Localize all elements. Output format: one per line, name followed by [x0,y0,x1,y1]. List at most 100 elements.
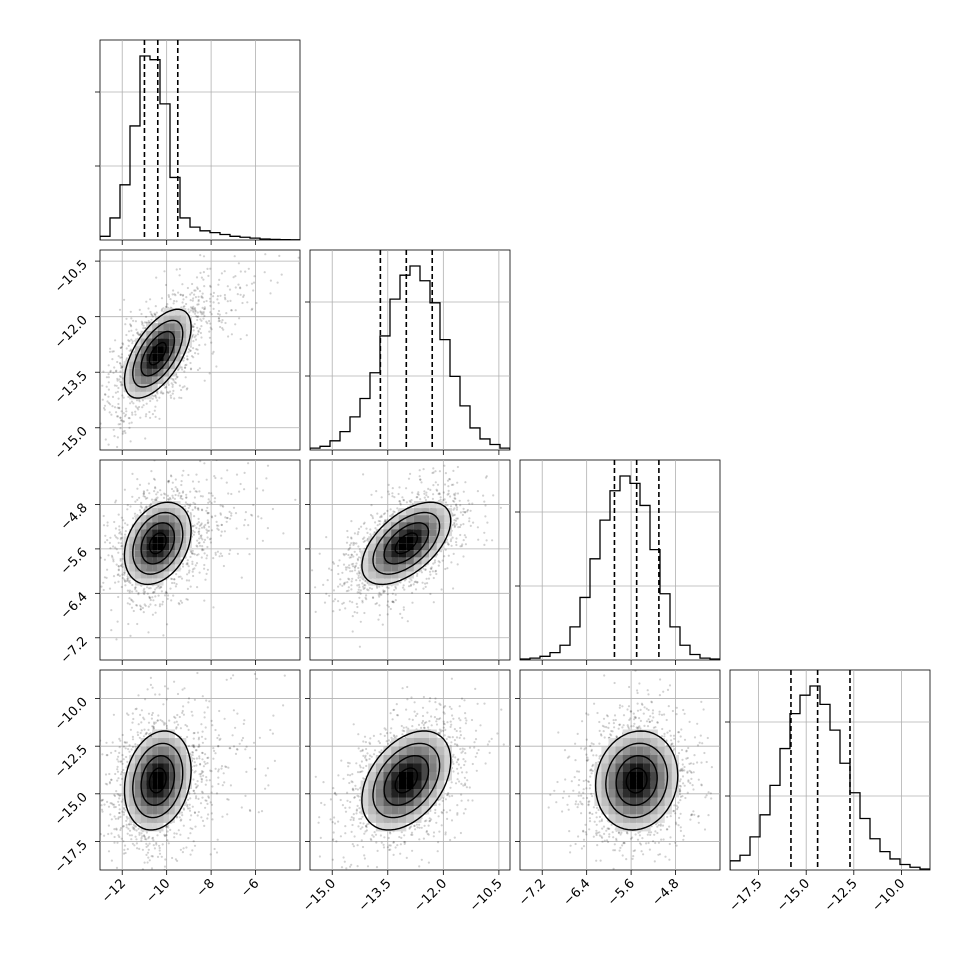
scatter-point [137,827,140,830]
scatter-point [126,589,129,592]
scatter-point [188,579,191,582]
scatter-point [201,509,204,512]
scatter-point [144,495,147,498]
scatter-point [160,309,163,312]
scatter-point [349,570,352,573]
scatter-point [456,492,460,495]
scatter-point [226,516,229,520]
scatter-point [201,545,204,548]
scatter-point [222,564,225,568]
scatter-point [122,519,125,522]
scatter-point [111,556,114,559]
scatter-point [188,569,191,572]
scatter-point [138,509,141,512]
scatter-point [406,620,409,623]
scatter-point [358,586,361,589]
scatter-point [337,600,340,603]
scatter-point [359,592,362,595]
scatter-point [173,578,176,581]
density-cell [174,522,181,530]
scatter-point [203,526,206,529]
contour-panel-2-0 [95,459,301,665]
scatter-point [367,589,370,592]
density-cell [163,550,170,558]
scatter-point [127,344,130,347]
scatter-point [154,395,157,398]
scatter-point [181,294,184,297]
scatter-point [420,481,423,484]
density-cell [174,323,181,331]
scatter-point [129,402,132,405]
scatter-point [97,372,99,374]
scatter-point [164,493,167,496]
scatter-point [449,540,452,543]
scatter-point [357,570,360,573]
scatter-point [239,482,242,486]
scatter-point [228,552,231,556]
scatter-point [193,553,196,556]
scatter-point [130,598,133,601]
scatter-point [402,606,405,609]
scatter-point [127,580,130,584]
scatter-point [138,847,141,851]
scatter-point [210,529,214,532]
density-cell [129,571,135,579]
scatter-point [116,415,120,418]
scatter-point [455,508,458,511]
scatter-point [371,596,375,599]
scatter-point [153,490,156,493]
scatter-point [432,484,435,487]
density-cell [146,384,152,392]
scatter-point [436,489,439,492]
scatter-point [189,293,192,296]
scatter-point [207,529,211,532]
scatter-point [119,531,122,534]
scatter-point [196,586,199,589]
density-cell [152,508,158,516]
density-cell [398,564,407,572]
scatter-point [117,423,120,426]
scatter-point [206,522,209,525]
scatter-point [144,506,147,509]
scatter-point [202,255,206,258]
panel-frame [309,249,511,451]
scatter-point [345,541,349,544]
scatter-point [169,396,173,399]
scatter-point [372,533,375,536]
scatter-point [119,362,122,365]
scatter-point [120,545,123,548]
density-cell [429,529,437,537]
scatter-point [419,498,422,501]
scatter-point [206,506,209,509]
density-cell [163,557,170,565]
scatter-point [221,504,224,507]
scatter-point [482,494,485,497]
scatter-point [410,579,413,582]
scatter-point [124,580,127,583]
scatter-point [409,584,412,588]
density-cell [429,515,437,523]
scatter-point [118,528,121,532]
scatter-point [159,489,162,492]
scatter-point [179,497,182,500]
scatter-point [116,841,119,844]
scatter-point [216,550,219,553]
scatter-point [200,778,204,781]
scatter-point [459,504,462,507]
scatter-point [444,501,448,504]
scatter-point [237,262,240,265]
scatter-point [423,490,426,493]
scatter-point [189,818,192,821]
scatter-point [421,581,424,584]
scatter-point [130,325,133,328]
scatter-point [416,574,419,578]
scatter-point [196,311,199,314]
scatter-point [192,311,195,314]
density-cell [174,315,181,324]
scatter-point [416,581,419,584]
scatter-point [148,505,151,508]
scatter-point [192,574,195,578]
scatter-point [438,561,441,564]
scatter-point [186,587,189,591]
scatter-point [167,481,170,484]
